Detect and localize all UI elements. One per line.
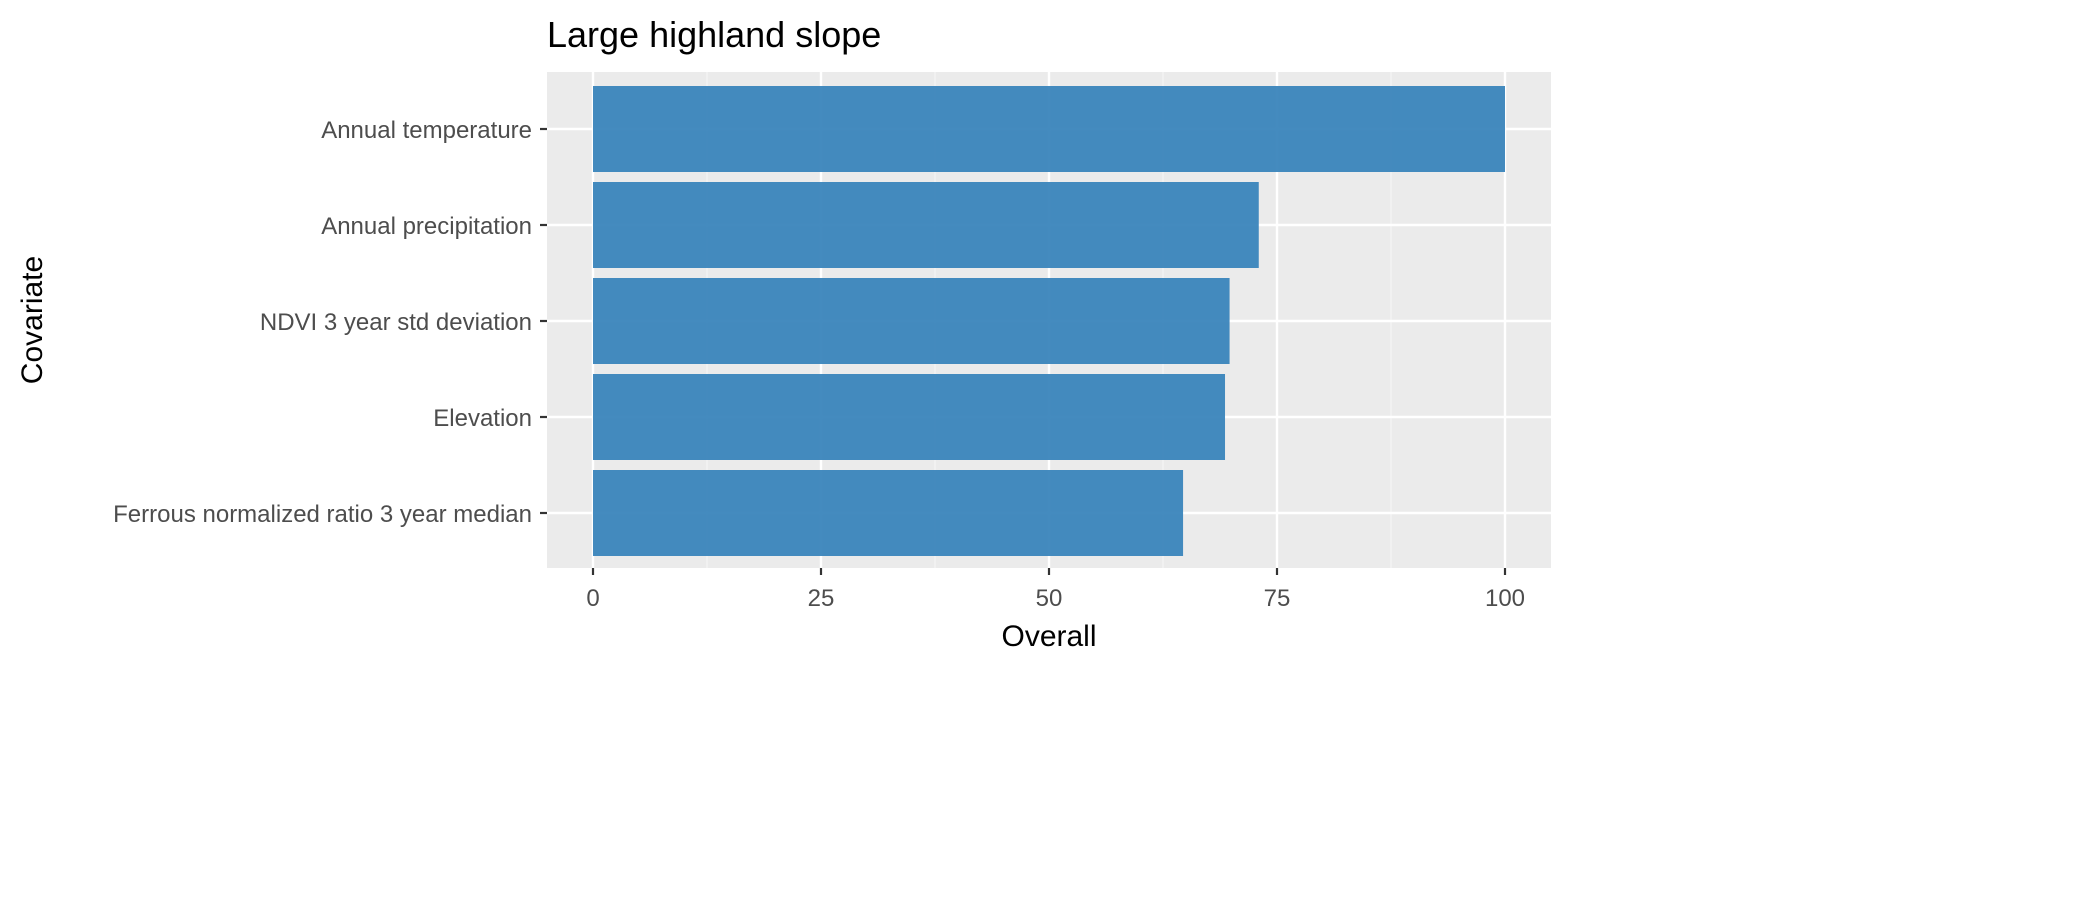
x-tick-label: 0 — [586, 585, 599, 612]
x-tick-label: 50 — [1036, 585, 1063, 612]
y-tick-label: Ferrous normalized ratio 3 year median — [113, 501, 532, 528]
x-axis: 0 25 50 75 100 — [586, 568, 1525, 612]
y-tick-label: NDVI 3 year std deviation — [260, 309, 532, 336]
chart-title: Large highland slope — [547, 14, 881, 55]
y-tick-label: Elevation — [433, 405, 532, 432]
y-axis-title: Covariate — [16, 256, 49, 384]
x-axis-title: Overall — [1001, 620, 1096, 653]
x-tick-label: 100 — [1485, 585, 1525, 612]
y-tick-label: Annual precipitation — [321, 213, 532, 240]
y-axis: Annual temperature Annual precipitation ND… — [113, 117, 547, 528]
bar — [593, 86, 1505, 172]
bar — [593, 278, 1230, 364]
y-tick-label: Annual temperature — [321, 117, 532, 144]
bar — [593, 374, 1226, 460]
x-tick-label: 25 — [808, 585, 835, 612]
bar — [593, 470, 1184, 556]
x-tick-label: 75 — [1264, 585, 1291, 612]
bar — [593, 182, 1259, 268]
bars — [593, 86, 1505, 556]
bar-chart: Large highland slope Annual temperatureA… — [16, 14, 1551, 653]
